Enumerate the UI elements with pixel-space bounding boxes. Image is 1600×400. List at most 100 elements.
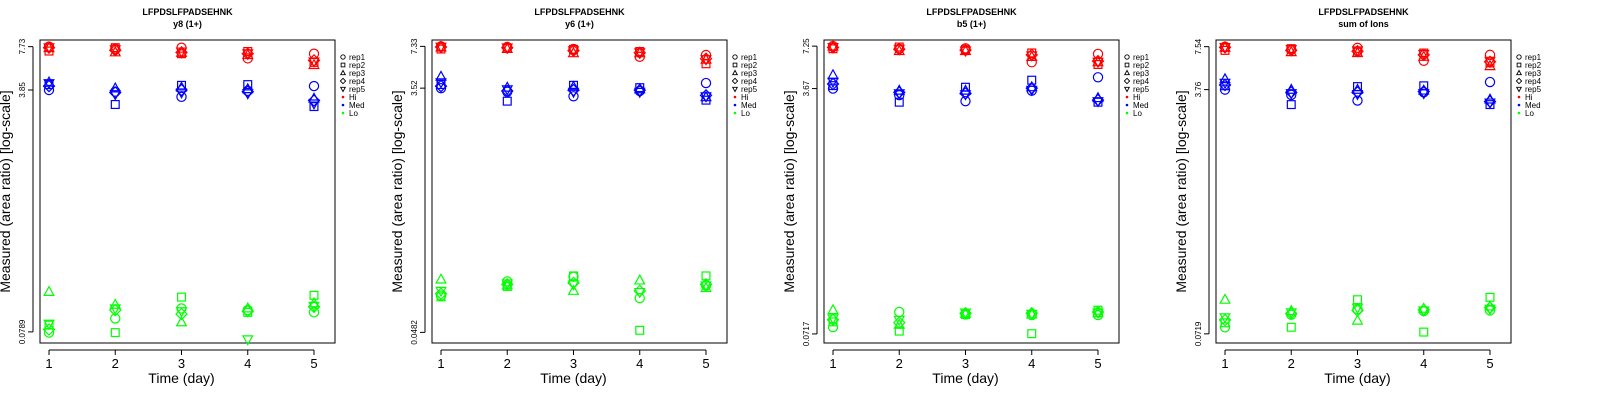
y-tick-label: 3.67 <box>802 80 811 96</box>
x-tick-label: 1 <box>829 356 836 371</box>
data-point <box>1286 322 1296 332</box>
legend-marker <box>339 77 347 85</box>
data-point <box>308 99 320 111</box>
legend-color-dot <box>733 103 737 107</box>
data-point <box>567 284 580 295</box>
data-point <box>435 286 447 298</box>
legend-marker <box>1124 62 1130 68</box>
legend-color-dot <box>1517 95 1521 99</box>
legend-label: rep4 <box>741 77 758 86</box>
chart-title: LFPDSLFPADSEHNK <box>1318 7 1409 17</box>
legend-label: rep5 <box>1133 85 1150 94</box>
legend-marker <box>732 54 738 60</box>
data-point <box>1219 313 1231 324</box>
data-point <box>435 78 447 89</box>
data-point <box>175 47 188 59</box>
data-point <box>1092 55 1104 67</box>
data-point <box>1417 302 1430 313</box>
data-point <box>894 306 905 318</box>
x-tick-label: 5 <box>1094 356 1101 371</box>
legend-marker <box>339 69 347 76</box>
data-point <box>308 57 320 68</box>
data-point <box>700 55 712 66</box>
y-tick-label: 7.54 <box>1194 38 1203 54</box>
x-tick-label: 2 <box>504 356 511 371</box>
legend-label: Lo <box>741 109 750 118</box>
legend-marker <box>1123 69 1131 76</box>
legend-marker <box>1515 69 1523 76</box>
data-point <box>1484 49 1496 61</box>
data-point <box>435 42 447 54</box>
chart-panel-2: LFPDSLFPADSEHNK y6 (1+) 1 2 3 4 5 Time (day) 0.0… <box>389 7 758 386</box>
data-point <box>1027 329 1037 339</box>
chart-panel-4: LFPDSLFPADSEHNK sum of Ions 1 2 3 4 5 Time (day… <box>1173 7 1542 386</box>
data-point <box>826 77 840 91</box>
legend-label: rep1 <box>1133 53 1150 62</box>
legend-marker <box>1515 86 1523 93</box>
y-tick-label: 7.25 <box>802 38 811 54</box>
data-point <box>1025 51 1038 62</box>
legend-label: rep2 <box>1525 61 1542 70</box>
plot-frame <box>39 39 336 344</box>
data-point <box>635 325 645 335</box>
data-point <box>501 81 514 92</box>
data-point <box>241 49 254 60</box>
legend-color-dot <box>733 95 737 99</box>
data-point <box>960 95 971 107</box>
legend-label: rep5 <box>741 85 758 94</box>
data-point <box>110 99 120 110</box>
chart-subtitle: b5 (1+) <box>957 19 986 29</box>
data-point <box>109 90 122 101</box>
x-tick-label: 5 <box>702 356 709 371</box>
data-point <box>241 335 254 346</box>
legend-marker <box>1516 54 1522 60</box>
data-point <box>1484 98 1496 110</box>
data-point <box>1218 78 1232 92</box>
data-point <box>1419 327 1429 337</box>
legend-color-dot <box>341 103 345 107</box>
data-point <box>827 83 839 94</box>
data-point <box>1027 75 1037 85</box>
legend-marker <box>732 62 738 68</box>
legend-marker <box>731 77 739 85</box>
x-axis-label: Time (day) <box>540 370 606 386</box>
chart-title: LFPDSLFPADSEHNK <box>926 7 1017 17</box>
y-axis-label: Measured (area ratio) [log-scale] <box>781 90 797 292</box>
y-axis-label: Measured (area ratio) [log-scale] <box>0 90 13 292</box>
data-point <box>1352 95 1363 106</box>
y-tick-label: 0.0482 <box>410 320 419 345</box>
legend-marker <box>731 86 739 93</box>
data-point <box>1417 89 1430 100</box>
legend-color-dot <box>341 111 345 115</box>
legend-marker <box>1123 77 1131 85</box>
data-point <box>109 304 122 315</box>
data-point <box>827 42 839 54</box>
data-point <box>701 59 711 69</box>
data-point <box>633 273 646 285</box>
data-point <box>1218 313 1232 327</box>
data-point <box>894 326 904 336</box>
data-point <box>436 292 446 302</box>
legend-label: Med <box>1525 101 1541 110</box>
data-point <box>567 280 580 291</box>
data-point <box>309 290 319 300</box>
data-point <box>633 48 646 59</box>
data-point <box>1219 78 1231 90</box>
legend-label: rep3 <box>741 69 758 78</box>
legend-label: Lo <box>1525 109 1534 118</box>
data-point <box>1285 89 1298 100</box>
legend-color-dot <box>1517 111 1521 115</box>
x-tick-label: 4 <box>636 356 643 371</box>
data-point <box>827 77 839 89</box>
data-point <box>1220 318 1230 328</box>
data-point <box>1286 100 1296 110</box>
legend-label: rep4 <box>1133 77 1150 86</box>
data-point <box>1417 306 1430 318</box>
data-point <box>568 91 579 102</box>
data-point <box>175 88 188 100</box>
data-point <box>1352 295 1363 305</box>
data-point <box>1025 85 1038 97</box>
data-point <box>700 77 712 89</box>
legend-label: Hi <box>349 93 357 102</box>
x-tick-label: 2 <box>112 356 119 371</box>
